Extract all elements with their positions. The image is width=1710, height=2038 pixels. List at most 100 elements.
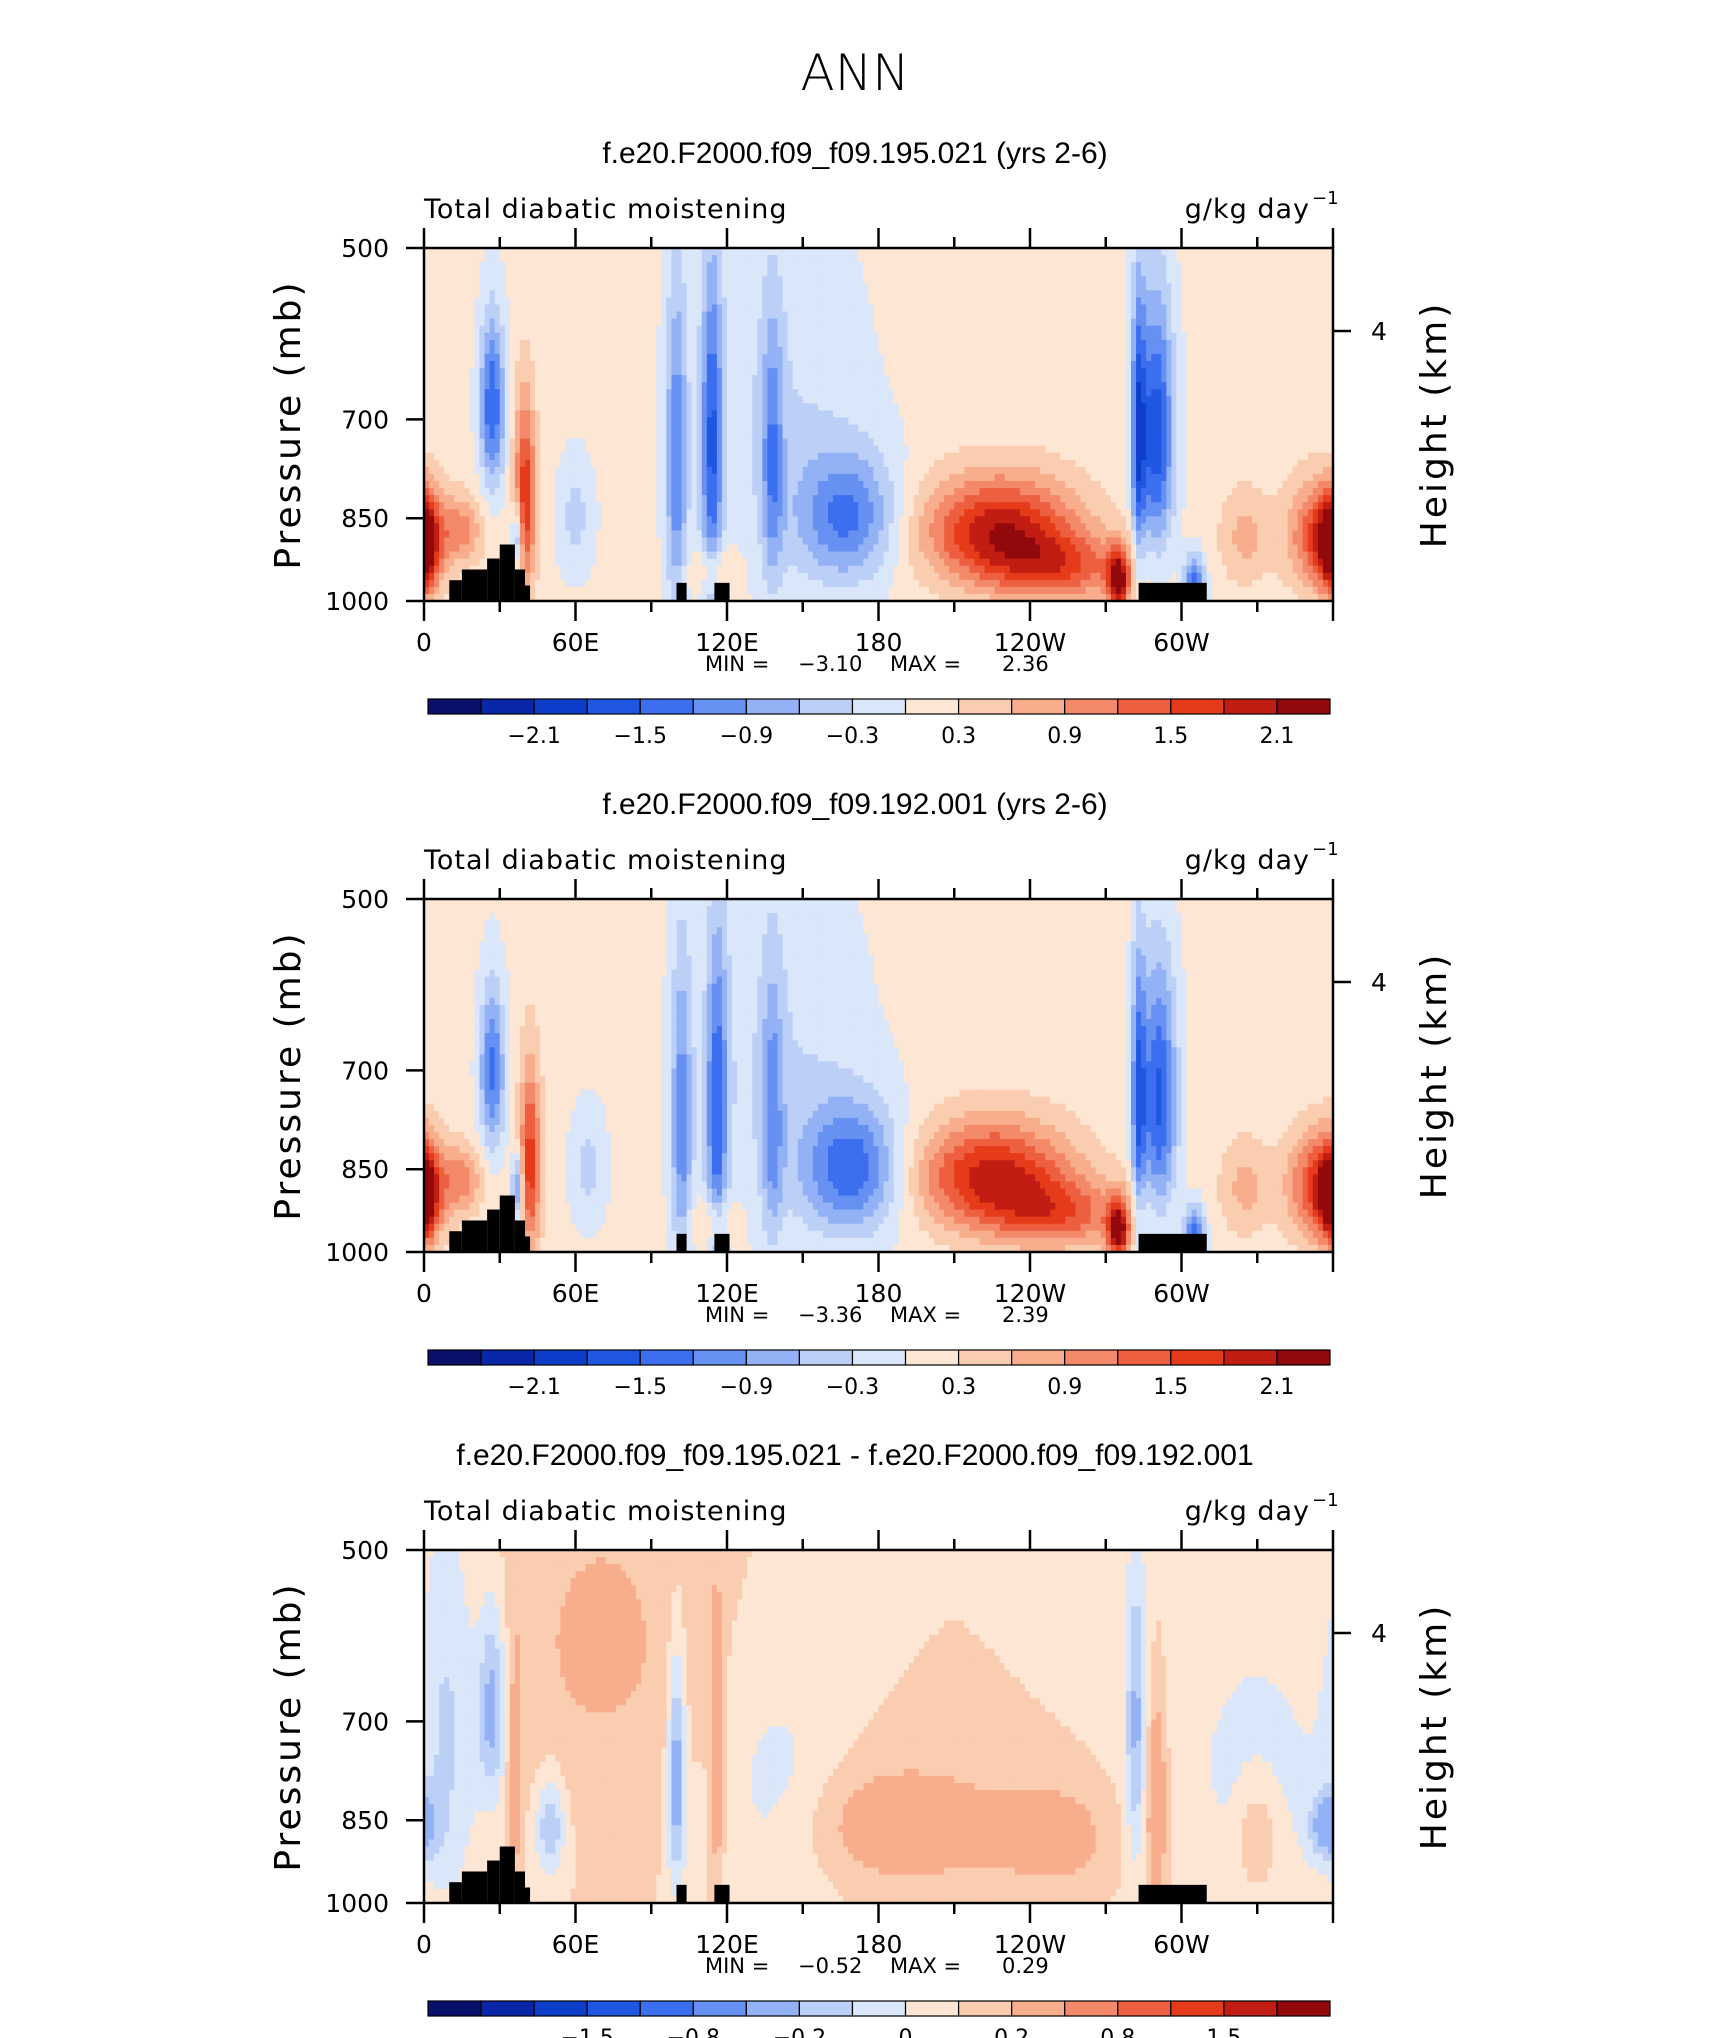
field-cell [459,312,465,320]
field-cell [636,340,642,348]
field-cell [868,276,874,284]
field-cell [762,255,768,263]
field-cell [459,262,465,270]
field-cell [863,432,869,440]
field-cell [495,474,501,482]
field-cell [808,559,814,567]
field-cell [767,262,773,270]
field-cell [762,290,768,298]
field-cell [762,446,768,454]
field-cell [586,410,592,418]
field-cell [783,446,789,454]
field-cell [581,396,587,404]
field-cell [444,495,450,503]
field-cell [505,319,511,327]
field-cell [909,432,915,440]
field-cell [621,502,627,510]
field-cell [525,269,531,277]
field-cell [722,312,728,320]
field-cell [904,530,910,538]
field-cell [823,552,829,560]
field-cell [459,552,465,560]
field-cell [924,368,930,376]
field-cell [813,495,819,503]
field-cell [480,502,486,510]
field-cell [621,559,627,567]
field-cell [772,340,778,348]
field-cell [788,255,794,263]
field-cell [540,382,546,390]
field-cell [702,509,708,517]
field-cell [712,502,718,510]
field-cell [591,396,597,404]
field-cell [601,326,607,334]
field-cell [692,530,698,538]
field-cell [682,502,688,510]
field-cell [500,382,506,390]
field-cell [616,481,622,489]
field-cell [722,509,728,517]
field-cell [515,537,521,545]
field-cell [762,262,768,270]
field-cell [454,326,460,334]
field-cell [767,319,773,327]
field-cell [545,417,551,425]
field-cell [889,396,895,404]
field-cell [449,474,455,482]
field-cell [586,530,592,538]
field-cell [853,580,859,588]
field-cell [621,312,627,320]
field-cell [636,382,642,390]
field-cell [904,566,910,574]
field-cell [540,495,546,503]
field-cell [894,410,900,418]
field-cell [454,446,460,454]
field-cell [490,516,496,524]
field-cell [449,488,455,496]
field-cell [843,460,849,468]
field-cell [540,530,546,538]
field-cell [434,361,440,369]
field-cell [581,297,587,305]
field-cell [757,460,763,468]
field-cell [712,382,718,390]
field-cell [919,474,925,482]
field-cell [762,537,768,545]
field-cell [540,340,546,348]
field-cell [464,347,470,355]
field-cell [550,580,556,588]
field-cell [727,396,733,404]
field-cell [828,502,834,510]
field-cell [717,361,723,369]
field-cell [454,467,460,475]
field-cell [747,403,753,411]
field-cell [783,410,789,418]
field-cell [500,460,506,468]
field-cell [712,453,718,461]
field-cell [904,432,910,440]
field-cell [722,319,728,327]
field-cell [560,530,566,538]
field-cell [752,269,758,277]
field-cell [727,474,733,482]
field-cell [581,467,587,475]
field-cell [646,446,652,454]
field-cell [692,410,698,418]
field-cell [757,340,763,348]
field-cell [873,580,879,588]
field-cell [833,425,839,433]
field-cell [732,587,738,595]
field-cell [772,276,778,284]
field-cell [712,375,718,383]
field-cell [762,319,768,327]
field-cell [591,474,597,482]
field-cell [535,417,541,425]
field-cell [904,297,910,305]
field-cell [737,290,743,298]
field-cell [868,312,874,320]
field-cell [570,290,576,298]
field-cell [858,304,864,312]
field-cell [606,283,612,291]
field-cell [576,283,582,291]
field-cell [656,347,662,355]
